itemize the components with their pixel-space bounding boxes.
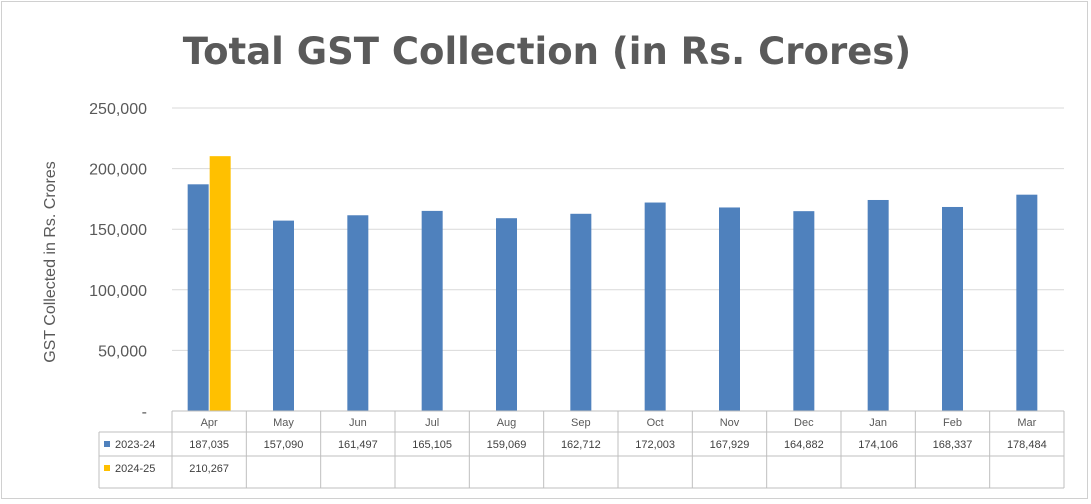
series-name: 2023-24	[115, 439, 155, 451]
y-tick-label: 250,000	[89, 101, 147, 118]
category-label: May	[273, 417, 294, 429]
bar-2023-24-Sep	[570, 213, 592, 411]
category-label: Apr	[201, 417, 218, 429]
y-tick-label: 150,000	[89, 222, 147, 239]
bar-2023-24-May	[273, 220, 294, 411]
bar-2023-24-Dec	[793, 211, 815, 411]
bar-2023-24-Apr	[187, 184, 209, 411]
data-table-cell: 187,035	[189, 439, 229, 451]
data-table-cell: 174,106	[858, 439, 898, 451]
data-table-cell: 159,069	[487, 439, 527, 451]
category-label: Feb	[943, 417, 962, 429]
data-table-cell: 210,267	[189, 463, 229, 475]
y-tick-label: 50,000	[98, 343, 147, 360]
category-label: Oct	[647, 417, 664, 429]
series-name: 2024-25	[115, 463, 155, 475]
y-axis-label: GST Collected in Rs. Crores	[42, 161, 59, 363]
y-tick-label: 200,000	[89, 162, 147, 179]
data-table: Apr May Jun Jul Aug Sep Oct Nov Dec Jan Feb Mar 2023…	[98, 410, 1065, 489]
bar-2023-24-Aug	[496, 218, 517, 411]
legend-key-2024-25	[104, 465, 110, 471]
bar-2023-24-Nov	[719, 207, 740, 411]
data-table-cell: 172,003	[635, 439, 675, 451]
data-table-cell: 168,337	[933, 439, 973, 451]
y-tick-label: -	[142, 404, 147, 421]
y-tick-label: 100,000	[89, 283, 147, 300]
category-label: Sep	[571, 417, 591, 429]
gridlines	[172, 107, 1064, 351]
bar-2023-24-Oct	[644, 202, 666, 411]
y-axis-ticks: - 50,000 100,000 150,000 200,000 250,000	[89, 101, 147, 421]
category-label: Nov	[720, 417, 740, 429]
bars	[187, 156, 1038, 411]
category-label: Aug	[497, 417, 517, 429]
category-label: Mar	[1017, 417, 1036, 429]
data-table-cell: 164,882	[784, 439, 824, 451]
bar-2023-24-Jul	[421, 210, 443, 411]
category-label: Jul	[425, 417, 439, 429]
data-table-cell: 161,497	[338, 439, 378, 451]
bar-2023-24-Jan	[867, 199, 889, 411]
data-table-cell: 162,712	[561, 439, 601, 451]
bar-2023-24-Mar	[1016, 194, 1038, 411]
bar-2023-24-Jun	[347, 215, 369, 411]
category-label: Dec	[794, 417, 814, 429]
data-table-cell: 167,929	[710, 439, 750, 451]
bar-2023-24-Feb	[942, 206, 963, 411]
category-label: Jun	[349, 417, 367, 429]
data-table-cell: 165,105	[412, 439, 452, 451]
category-label: Jan	[869, 417, 887, 429]
data-table-cell: 178,484	[1007, 439, 1047, 451]
legend-key-2023-24	[104, 441, 110, 447]
data-table-cell: 157,090	[264, 439, 304, 451]
chart-title: Total GST Collection (in Rs. Crores)	[183, 30, 911, 73]
bar-2024-25-Apr	[209, 156, 231, 411]
